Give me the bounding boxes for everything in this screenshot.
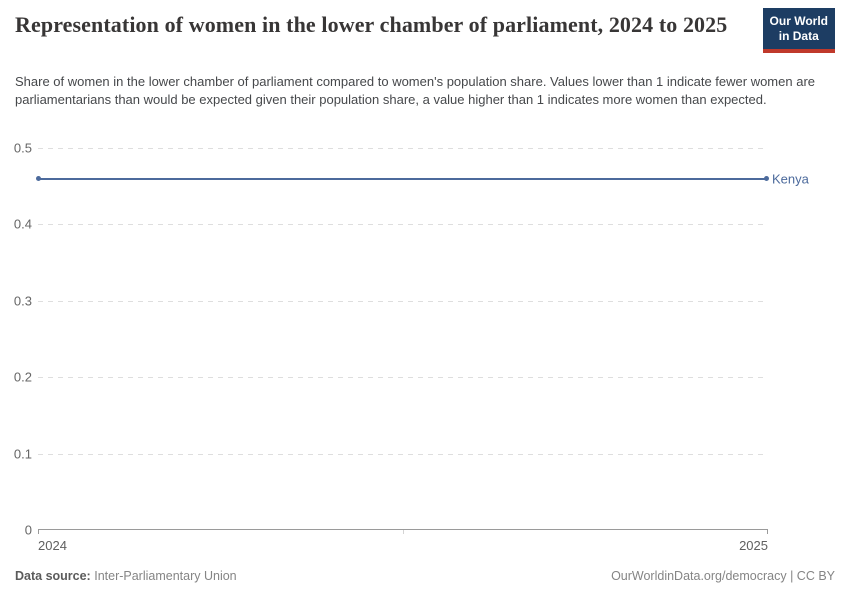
y-axis-tick-label: 0.3 <box>13 293 32 309</box>
series-line-kenya <box>38 177 766 180</box>
owid-logo-line2: in Data <box>778 29 819 43</box>
y-axis-tick-label: 0.4 <box>13 216 32 232</box>
data-source-label: Data source: <box>15 569 91 583</box>
horizontal-gridline <box>38 300 768 302</box>
chart-title: Representation of women in the lower cha… <box>15 12 728 37</box>
data-point-marker <box>763 176 769 182</box>
owid-logo: Our World in Data <box>762 8 835 53</box>
horizontal-gridline <box>38 148 768 149</box>
data-point-marker <box>35 176 41 182</box>
horizontal-gridline <box>38 453 768 455</box>
series-entity-label: Kenya <box>772 171 809 187</box>
y-axis-tick-label: 0.5 <box>13 140 32 156</box>
y-axis-tick-label: 0.1 <box>13 446 32 462</box>
horizontal-gridline <box>38 224 768 226</box>
x-axis-tick-label-start: 2024 <box>38 538 67 553</box>
x-axis-tick-label-end: 2025 <box>739 538 768 553</box>
x-axis-midpoint-tick <box>403 530 404 534</box>
horizontal-gridline <box>38 377 768 379</box>
owid-credit-link: OurWorldinData.org/democracy | CC BY <box>611 569 835 583</box>
data-source-note: Data source: Inter-Parliamentary Union <box>15 569 237 583</box>
y-axis-tick-label: 0.2 <box>13 369 32 385</box>
chart-subtitle: Share of women in the lower chamber of p… <box>15 74 816 107</box>
y-axis-tick-label: 0 <box>24 522 32 538</box>
x-axis-line <box>38 529 768 534</box>
owid-logo-line1: Our World <box>769 14 828 28</box>
data-source-value: Inter-Parliamentary Union <box>94 569 237 583</box>
